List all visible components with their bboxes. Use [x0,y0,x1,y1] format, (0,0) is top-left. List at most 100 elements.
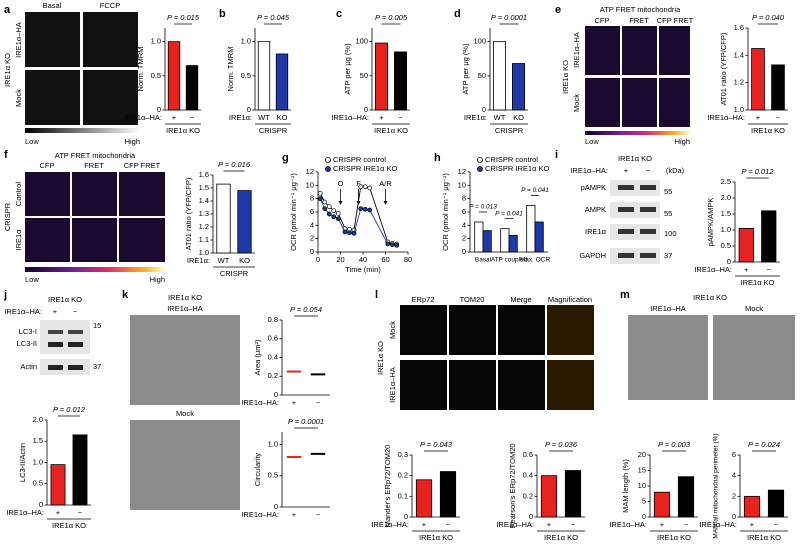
label: Mock [572,94,581,112]
bar [474,221,484,253]
label: ATP FRET mitochondria [55,151,136,160]
bar [415,479,433,518]
micrograph [119,218,165,262]
label: CRISPR [3,202,12,231]
label: IRE1α–HA [388,367,397,403]
arrow-head [338,201,343,205]
x-tick-label: + [750,520,755,529]
bar [375,42,388,111]
bar [167,41,181,111]
x-tick-label: + [379,113,384,122]
micrograph [83,12,138,67]
y-tick-label: 1.0 [268,439,278,448]
x-tick-label: + [56,508,61,517]
x-axis-label: IRE1α–HA: [496,520,534,529]
y-tick-label: 0.5 [151,71,161,80]
point [367,185,373,191]
y-tick-label: 0 [39,500,43,509]
y-axis-label: Pearson's ERp72/TOM20 [508,443,517,528]
point [317,190,323,196]
y-tick-label: 6 [310,207,314,216]
y-tick-label: 0.4 [268,352,278,361]
label: GAPDH [579,251,606,260]
p-value: P = 0.0001 [491,13,527,22]
label: Magnification [548,295,592,304]
x-axis-label: IRE1α: [187,256,210,265]
panel-letter: g [282,152,289,164]
band [640,185,656,190]
bar [72,434,88,506]
label: IRE1α KO [168,293,202,302]
bar [653,491,671,518]
y-tick-label: 0.5 [241,71,251,80]
annotation: F [356,179,361,188]
bar [743,495,761,518]
label: FCCP [100,1,120,10]
x-tick-label: 80 [404,255,412,264]
y-tick-label: 0 [274,390,278,399]
point [362,206,368,212]
group-label: IRE1α KO [747,533,781,542]
point [326,211,332,217]
y-tick-label: 4 [462,220,466,229]
y-tick-label: 0 [727,257,731,266]
label: − [646,166,651,175]
label: Mock [745,304,763,313]
y-tick-label: 0 [462,247,466,256]
label: IRE1α KO [693,293,727,302]
y-axis-label: ATP per μg (%) [343,43,352,95]
group-label: CRISPR [220,269,249,278]
bar [738,227,754,263]
label: High [675,137,690,146]
x-tick-label: − [446,520,451,529]
micrograph [659,26,690,75]
bar [275,53,289,111]
y-tick-label: 0.1 [398,491,408,500]
label: 100 [664,229,677,238]
label: IRE1α KO [3,53,12,87]
label: e [555,4,561,16]
x-axis-label: IRE1α–HA: [371,520,409,529]
y-tick-label: 100 [473,37,486,46]
p-value: P = 0.015 [167,13,200,22]
point [367,207,373,213]
x-tick-label: − [571,520,576,529]
y-axis-label: OCR (pmol min⁻¹ μg⁻¹) [289,173,298,251]
band [48,330,63,334]
label: Control [14,182,23,207]
label: 37 [93,362,101,371]
band [68,330,83,334]
y-tick-label: 0.2 [523,491,533,500]
band [48,365,63,370]
y-axis-label: Area (μm²) [253,339,262,375]
label: IRE1α KO [618,154,652,163]
label: (kDa) [666,166,685,175]
x-tick-label: − [776,113,781,122]
label: Low [25,275,39,284]
y-tick-label: 1.0 [734,105,744,114]
legend-marker [477,166,483,172]
label: IRE1α–HA [167,304,203,313]
y-tick-label: 1.5 [199,183,209,192]
y-tick-label: 2 [732,491,736,500]
label: 55 [664,187,672,196]
label: 15 [93,321,101,330]
y-tick-label: 1.4 [199,196,209,205]
label: l [375,289,378,301]
label: 37 [664,251,672,260]
y-tick-label: 0.6 [268,334,278,343]
bar [216,183,231,254]
x-axis-label: IRE1α–HA: [6,508,44,517]
arrow-head [383,201,388,205]
bar [677,476,695,518]
label: pAMPK [581,183,606,192]
bar [534,221,544,253]
label: IRE1α KO [376,341,385,375]
label: IRE1α–HA [650,304,686,313]
y-tick-label: 2 [462,234,466,243]
y-tick-label: 0 [247,105,251,114]
bar [508,234,518,253]
micrograph [713,315,795,400]
micrograph [25,172,70,216]
y-tick-label: 6 [732,450,736,459]
